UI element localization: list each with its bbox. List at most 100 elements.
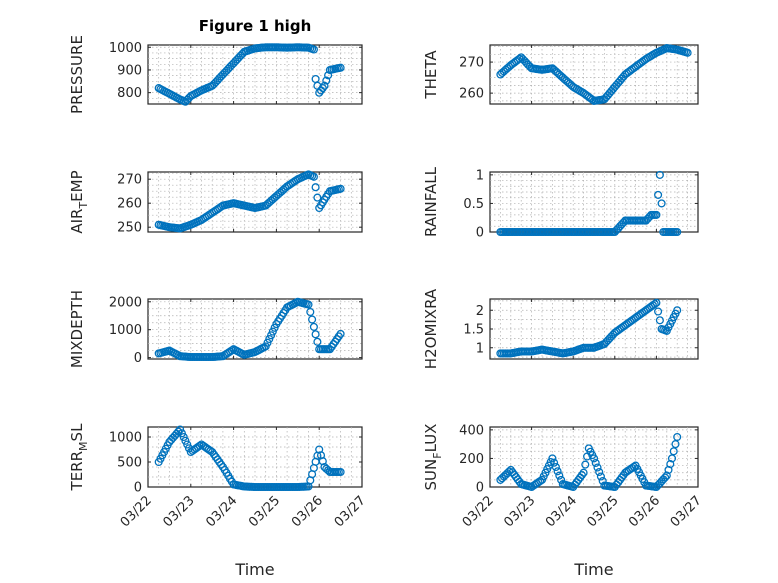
y-tick-label: 900 [117,63,142,78]
y-tick-label: 0 [134,351,142,366]
y-tick-label: 1.5 [463,323,484,338]
y-tick-label: 1 [476,168,484,183]
data-point [309,322,318,331]
data-point [304,300,313,309]
data-point [313,193,322,202]
chart-title: Figure 1 high [199,17,312,35]
data-series [154,297,345,362]
x-tick-label: 03/26 [626,493,663,530]
x-tick-label: 03/23 [161,493,198,530]
data-point [553,467,562,476]
y-tick-label: 270 [117,173,142,188]
y-tick-label: 0 [476,481,484,496]
data-point [673,227,682,237]
data-point [320,81,329,90]
data-point [650,299,659,309]
subplot-theta: 260 270 THETA [422,44,699,105]
subplot-rainfall: 0 0.5 1 RAINFALL [422,166,699,241]
x-axis-label: Time [234,560,274,579]
data-point [579,468,588,477]
data-series [496,298,682,358]
y-tick-label: 2000 [109,295,142,310]
y-tick-label: 800 [117,86,142,101]
data-point [657,199,666,208]
data-point [666,460,675,469]
data-point [673,306,682,315]
subplot-sunflux: 0 200 400 03/22 03/23 03/24 03/25 03/26 03/27 SUN… [422,423,705,579]
y-tick-label: 1 [476,341,484,356]
data-point [661,473,670,482]
data-series [496,170,682,237]
data-point [673,432,682,442]
y-tick-label: 0.5 [463,197,484,212]
subplot-h2omixra: 1 1.5 2 H2OMIXRA [422,288,699,369]
x-tick-label: 03/25 [246,493,283,530]
data-point [176,425,185,434]
data-point [596,472,605,481]
data-point [313,337,322,346]
data-point [683,48,692,57]
data-series [154,170,345,233]
data-point [336,467,345,477]
data-point [669,447,678,456]
data-series [496,432,682,492]
x-tick-label: 03/22 [460,493,497,530]
data-point [555,471,564,480]
x-tick-label: 03/23 [501,493,538,530]
data-point [309,172,318,181]
data-point [309,45,318,54]
x-tick-label: 03/22 [118,493,155,530]
data-point [595,467,604,477]
data-point [548,454,557,463]
subplot-pressure: 800 900 1000 PRESSURE Figure 1 high [68,17,363,114]
x-tick-label: 03/27 [668,493,705,530]
y-tick-label: 250 [117,221,142,236]
data-point [336,63,345,72]
data-point [195,441,204,450]
data-point [550,458,559,467]
y-axis-label: RAINFALL [422,166,440,237]
subplot-airtemp: 250 260 270 AIRTEMP [68,170,363,236]
data-point [591,458,600,468]
x-tick-label: 03/27 [332,493,369,530]
y-tick-label: 1000 [109,41,142,56]
data-point [589,454,599,463]
data-point [652,210,661,219]
data-point [652,298,661,307]
x-tick-label: 03/25 [585,493,622,530]
y-tick-label: 1000 [109,431,142,446]
y-tick-label: 0 [134,481,142,496]
data-point [311,183,320,192]
data-point [581,460,590,469]
y-axis-label: THETA [422,50,440,100]
data-point [308,315,317,324]
y-tick-label: 1000 [109,323,142,338]
data-point [336,329,345,338]
y-axis-label: PRESSURE [68,35,86,114]
data-point [311,330,320,339]
x-tick-label: 03/24 [203,493,240,530]
y-tick-label: 200 [459,452,484,467]
y-axis-label: MIXDEPTH [68,290,86,368]
subplot-mixdepth: 0 1000 2000 MIXDEPTH [68,290,363,368]
y-axis-label: AIRTEMP [68,170,90,233]
y-tick-label: 2 [476,304,484,319]
y-tick-label: 260 [459,87,484,102]
data-point [336,184,345,193]
y-axis-label: SUNFLUX [422,424,444,491]
data-point [179,432,188,442]
y-axis-label: H2OMIXRA [422,288,440,369]
data-point [324,71,333,80]
data-point [655,170,664,179]
data-point [655,316,664,325]
data-series [154,425,345,492]
data-series [496,44,692,105]
y-tick-label: 0 [476,226,484,241]
y-tick-label: 500 [117,456,142,471]
data-point [654,190,663,199]
y-tick-label: 270 [459,56,484,71]
data-point [593,463,602,472]
data-point [662,471,671,480]
data-point [654,307,663,316]
axes-frame [147,426,363,488]
